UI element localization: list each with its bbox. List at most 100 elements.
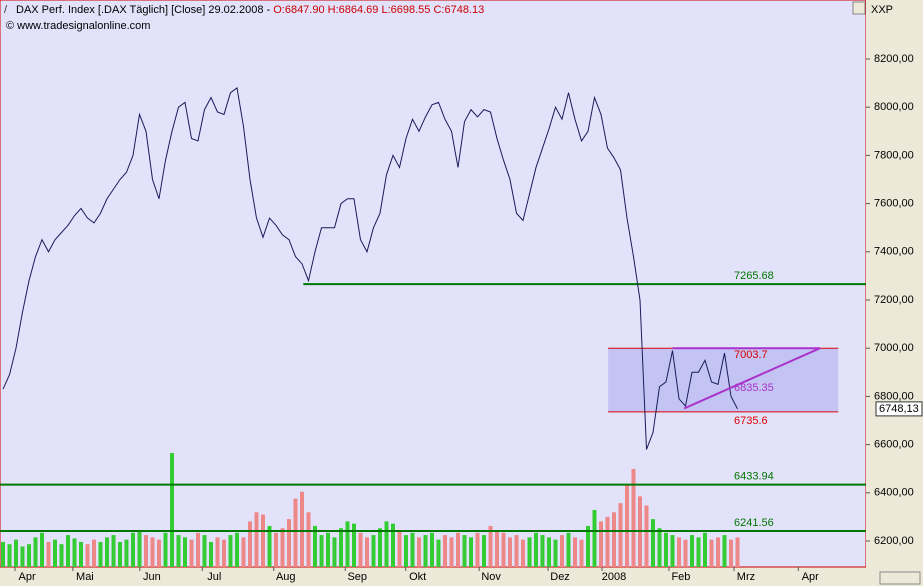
volume-bar <box>312 525 317 567</box>
volume-bar <box>221 539 226 567</box>
volume-bar <box>7 544 12 567</box>
y-tick-label: 8200,00 <box>874 53 914 65</box>
volume-bar <box>306 512 311 567</box>
volume-bar <box>657 528 662 567</box>
volume-bar <box>377 528 382 567</box>
support-label: 7265.68 <box>734 270 774 282</box>
volume-bar <box>293 498 298 567</box>
volume-bar <box>85 544 90 567</box>
volume-bar <box>280 528 285 567</box>
volume-bar <box>215 537 220 567</box>
volume-bar <box>579 539 584 567</box>
x-tick-label: Jun <box>143 571 161 583</box>
box-top-label: 7003.7 <box>734 349 768 361</box>
volume-bar <box>403 535 408 567</box>
volume-bar <box>371 535 376 567</box>
last-price-label: 6748,13 <box>879 403 919 415</box>
volume-bar <box>735 537 740 567</box>
volume-bar <box>150 537 155 567</box>
volume-bar <box>449 537 454 567</box>
volume-bar <box>416 537 421 567</box>
volume-bar <box>442 535 447 567</box>
volume-bar <box>462 535 467 567</box>
volume-bar <box>52 539 57 567</box>
zoom-button[interactable] <box>879 571 921 585</box>
volume-bar <box>696 537 701 567</box>
scroll-button[interactable] <box>852 1 866 15</box>
axis-panel <box>866 0 923 586</box>
volume-bar <box>722 535 727 567</box>
volume-bar <box>228 535 233 567</box>
volume-bar <box>260 514 265 567</box>
x-tick-label: Apr <box>18 571 35 583</box>
volume-bar <box>702 532 707 567</box>
volume-bar <box>286 519 291 567</box>
volume-bar <box>631 468 636 567</box>
y-tick-label: 7200,00 <box>874 294 914 306</box>
volume-bar <box>137 530 142 567</box>
volume-bar <box>267 525 272 567</box>
volume-bar <box>501 532 506 567</box>
volume-bar <box>423 535 428 567</box>
volume-bar <box>189 539 194 567</box>
volume-bar <box>553 539 558 567</box>
x-tick-label: Dez <box>550 571 570 583</box>
x-tick-label: Jul <box>207 571 221 583</box>
chart-title: DAX Perf. Index [.DAX Täglich] [Close] 2… <box>16 4 484 16</box>
x-tick-label: Feb <box>671 571 690 583</box>
volume-bar <box>169 453 174 567</box>
volume-bar <box>234 532 239 567</box>
volume-bar <box>46 541 51 567</box>
volume-bar <box>514 535 519 567</box>
volume-bar <box>39 532 44 567</box>
volume-bar <box>566 532 571 567</box>
volume-bar <box>176 535 181 567</box>
volume-bar <box>124 539 129 567</box>
volume-bar <box>208 541 213 567</box>
volume-bar <box>520 539 525 567</box>
volume-bar <box>728 539 733 567</box>
volume-bar <box>195 532 200 567</box>
volume-bar <box>78 541 83 567</box>
volume-bar <box>494 530 499 567</box>
volume-bar <box>156 539 161 567</box>
icon: / <box>4 4 8 16</box>
y-tick-label: 7000,00 <box>874 342 914 354</box>
volume-bar <box>709 539 714 567</box>
volume-bar <box>130 532 135 567</box>
volume-bar <box>332 537 337 567</box>
volume-bar <box>358 532 363 567</box>
volume-bar <box>683 539 688 567</box>
x-tick-label: Okt <box>409 571 426 583</box>
volume-bar <box>65 535 70 567</box>
volume-bar <box>163 532 168 567</box>
volume-bar <box>689 535 694 567</box>
volume-bar <box>436 539 441 567</box>
volume-bar <box>273 532 278 567</box>
volume-bar <box>91 539 96 567</box>
volume-bar <box>182 537 187 567</box>
volume-bar <box>351 523 356 567</box>
volume-bar <box>540 535 545 567</box>
y-tick-label: 8000,00 <box>874 101 914 113</box>
volume-bar <box>670 535 675 567</box>
support-label: 6433.94 <box>734 471 774 483</box>
volume-bar <box>650 519 655 567</box>
volume-bar <box>618 503 623 567</box>
volume-bar <box>715 537 720 567</box>
price-line <box>2 87 738 450</box>
triangle-label: 6835.35 <box>734 382 774 394</box>
volume-bar <box>104 537 109 567</box>
y-tick-label: 6600,00 <box>874 439 914 451</box>
triangle-low <box>683 347 821 410</box>
volume-bar <box>390 523 395 567</box>
volume-bar <box>364 537 369 567</box>
volume-bar <box>338 528 343 567</box>
volume-bar <box>384 521 389 567</box>
volume-bar <box>241 537 246 567</box>
volume-bar <box>117 541 122 567</box>
support-label: 6241.56 <box>734 517 774 529</box>
volume-bar <box>572 537 577 567</box>
y-tick-label: 7800,00 <box>874 149 914 161</box>
